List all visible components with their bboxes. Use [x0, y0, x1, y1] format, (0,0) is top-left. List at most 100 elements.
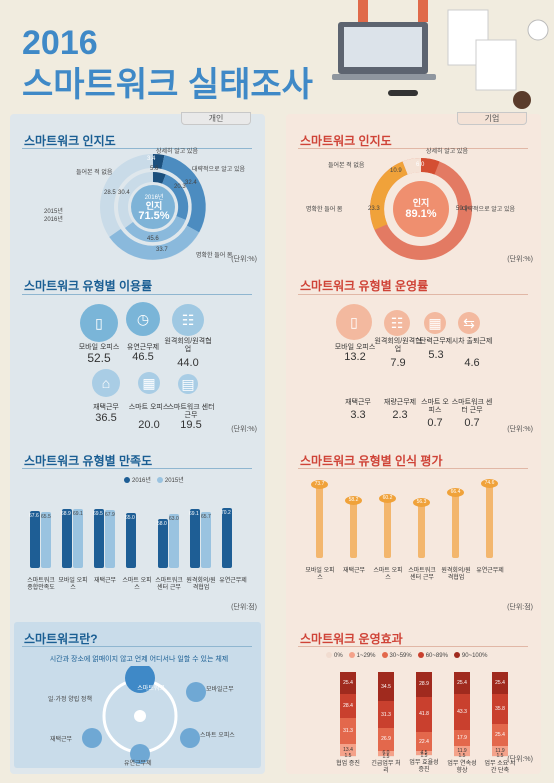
legend-label: 0%: [334, 653, 343, 659]
stack-value: 1.5: [344, 753, 352, 760]
divider: [22, 294, 252, 295]
bar-2016: [158, 518, 168, 568]
bar-2015: [201, 512, 211, 568]
stack-value: 31.3: [381, 711, 391, 718]
clock-icon: ◷: [126, 302, 160, 336]
bar-label: 스마트 오피스: [122, 578, 152, 591]
legend-swatch: [453, 652, 460, 658]
bar-label: 스마트 오피스: [373, 568, 403, 581]
bar-label: 모바일 오피스: [58, 578, 88, 591]
stack-segment: [492, 755, 508, 757]
meeting-icon: ☷: [172, 304, 204, 336]
bar-label: 모바일 오피스: [305, 568, 335, 581]
stack-segment: [378, 755, 394, 758]
operation-value: 7.9: [390, 357, 406, 369]
glasses-icon: [388, 90, 418, 96]
bar-value-2015: 69.1: [73, 511, 83, 518]
bar-value-2016: 65.0: [125, 514, 135, 521]
unit-label: (단위:%): [507, 426, 533, 433]
stack-segment: [416, 696, 432, 733]
bar-label: 업무 소요 시간 단축: [484, 761, 516, 774]
diagram-node: 모바일근무: [206, 687, 234, 693]
bar-value: 74.6: [481, 479, 498, 489]
stack-segment: [378, 727, 394, 751]
divider: [298, 468, 528, 469]
stack-segment: [492, 693, 508, 724]
bar-value: 73.7: [311, 480, 328, 490]
num: 32.4: [185, 180, 197, 186]
awareness-donut: [370, 157, 472, 260]
center-icon: ▤: [178, 374, 198, 394]
bar-label: 원격회의/원격협업: [441, 568, 471, 581]
bar-label: 협업 증진: [336, 761, 360, 767]
title-year: 2016: [22, 24, 98, 62]
stack-value: 26.9: [381, 736, 391, 743]
divider: [22, 646, 252, 647]
definition-diagram: [82, 666, 206, 764]
operation-label: 스마트 오피스: [421, 399, 449, 414]
stack-segment: [416, 672, 432, 697]
stack-value: 1.5: [458, 753, 466, 760]
divider: [22, 468, 252, 469]
bar-label: 업무 연속성 향상: [447, 761, 477, 774]
section-title: 스마트워크란?: [24, 632, 98, 646]
stack-value: 4.5: [420, 750, 428, 757]
stack-value: 11.9: [495, 747, 505, 754]
office-icon: ▦: [138, 372, 160, 394]
stack-value: 1.5: [420, 752, 428, 759]
bar-label: 유연근무제: [476, 568, 504, 574]
bar-2016: [222, 508, 232, 568]
legend-label: 1~29%: [356, 653, 376, 659]
stack-value: 25.4: [457, 679, 467, 686]
usage-label: 스마트워크 센터 근무: [167, 404, 215, 419]
stack-segment: [416, 751, 432, 755]
legend-swatch: [381, 652, 388, 658]
section-title: 스마트워크 운영효과: [300, 632, 403, 646]
usage-value: 20.0: [138, 419, 160, 431]
operation-label: 탄력근무제: [419, 338, 453, 345]
panel-tag: 개인: [181, 112, 251, 125]
usage-value: 36.5: [95, 412, 117, 424]
stack-value: 28.9: [419, 681, 429, 688]
legend-label: 30~59%: [389, 653, 412, 659]
bar-value: 60.2: [379, 493, 396, 503]
section-title: 스마트워크 유형별 이용률: [24, 279, 153, 293]
label-detailed: 상세히 알고 있음: [156, 149, 198, 155]
stack-segment: [378, 672, 394, 702]
operation-value: 13.2: [344, 351, 366, 363]
section-title: 스마트워크 인지도: [300, 134, 392, 148]
bar-label: 재택근무: [93, 578, 117, 584]
stack-segment: [340, 693, 356, 718]
stack-value: 25.4: [343, 679, 353, 686]
stack-value: 11.9: [457, 747, 467, 754]
num: 28.5: [104, 190, 116, 196]
usage-label: 재택근무: [93, 404, 119, 411]
stack-value: 25.4: [495, 731, 505, 738]
legend: 2016년 2015년: [118, 475, 184, 484]
operation-label: 원격회의/원격협업: [374, 338, 422, 353]
stack-value: 13.4: [343, 747, 353, 754]
meeting-icon: ☷: [384, 310, 410, 336]
page-title: 2016 스마트워크 실태조사: [22, 22, 313, 106]
bar-2015: [105, 510, 115, 568]
num: 30.4: [118, 190, 130, 196]
stack-value: 43.3: [457, 708, 467, 715]
stack-segment: [340, 744, 356, 756]
bar-2016: [94, 508, 104, 568]
bar-value-2015: 65.7: [201, 514, 211, 521]
operation-value: 2.3: [392, 409, 408, 421]
bar-2016: [126, 512, 136, 568]
effect-legend: 0% 1~29% 30~59% 60~89% 90~100%: [320, 652, 487, 659]
diagram-node: 일·가정 양립 정책: [48, 697, 92, 703]
divider: [298, 646, 528, 647]
diagram-node: 재택근무: [50, 737, 73, 743]
bar-label: 스마트워크 센터 근무: [155, 578, 183, 591]
bar-value-2016: 67.6: [29, 512, 39, 519]
stack-value: 1.5: [496, 753, 504, 760]
diagram-center: 스마트워크: [137, 686, 165, 692]
bar-value-2016: 69.1: [189, 511, 199, 518]
legend-swatch: [326, 652, 332, 658]
stack-segment: [492, 672, 508, 694]
bar-2015: [169, 514, 179, 568]
bar-value-2016: 68.9: [61, 511, 71, 518]
